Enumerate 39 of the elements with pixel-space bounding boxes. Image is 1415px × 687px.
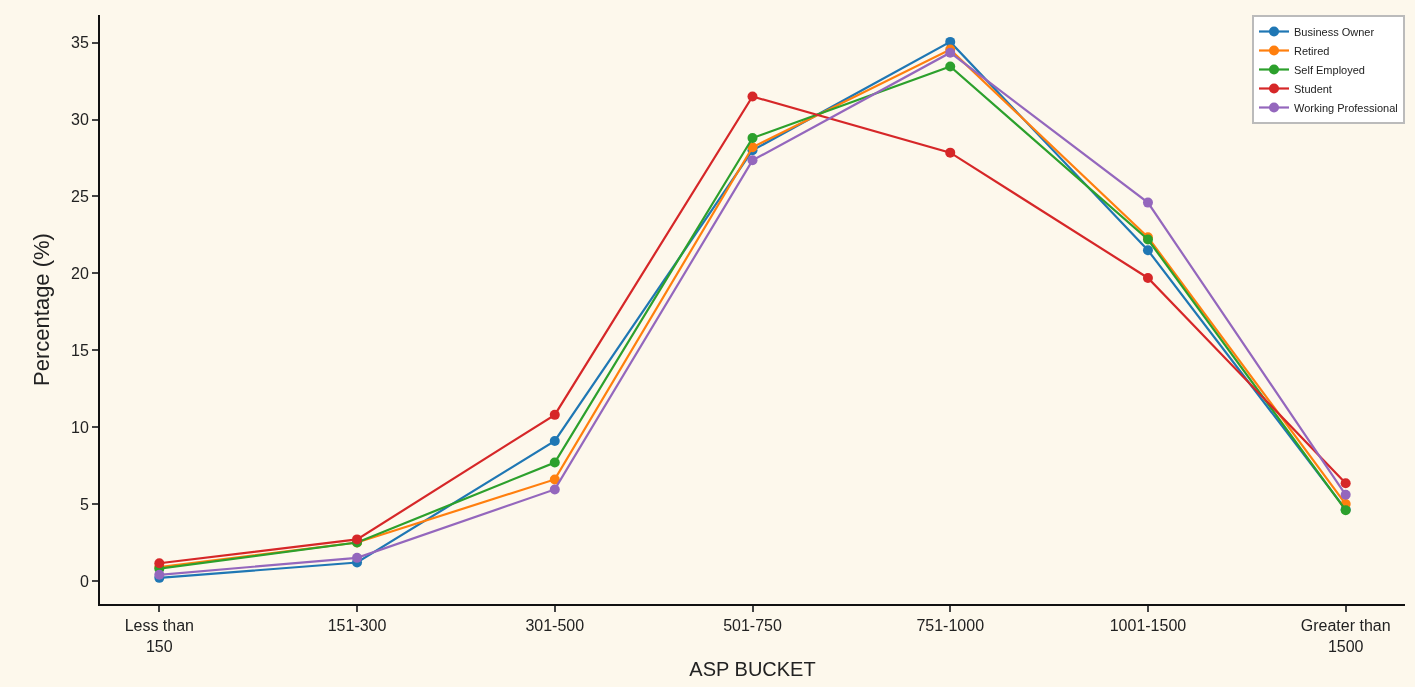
legend-label: Self Employed bbox=[1294, 63, 1365, 76]
y-tick-label: 5 bbox=[79, 495, 89, 513]
legend-label: Retired bbox=[1294, 44, 1330, 57]
y-axis-title: Percentage (%) bbox=[29, 233, 55, 386]
point bbox=[945, 61, 956, 72]
y-tick-label: 20 bbox=[71, 264, 89, 282]
point bbox=[1142, 197, 1153, 208]
x-tick-label: 301-500 bbox=[525, 617, 585, 635]
point bbox=[154, 558, 165, 569]
legend-label: Student bbox=[1294, 82, 1332, 95]
point bbox=[1340, 478, 1351, 489]
point bbox=[1340, 489, 1351, 500]
point bbox=[945, 147, 956, 158]
point bbox=[549, 435, 560, 446]
point bbox=[747, 91, 758, 102]
x-tick-label: 151-300 bbox=[327, 617, 387, 635]
point bbox=[1142, 272, 1153, 283]
x-tick-label: 501-750 bbox=[723, 617, 782, 635]
legend-label: Working Professional bbox=[1294, 101, 1398, 114]
y-tick-label: 25 bbox=[71, 188, 89, 206]
y-tick-label: 10 bbox=[71, 418, 89, 436]
point bbox=[747, 155, 758, 166]
point bbox=[549, 409, 560, 420]
point bbox=[549, 474, 560, 485]
y-tick-label: 15 bbox=[71, 341, 89, 359]
y-tick-label: 35 bbox=[71, 34, 89, 52]
x-tick-label: Greater than 1500 bbox=[1300, 617, 1391, 655]
y-tick-label: 0 bbox=[79, 572, 89, 590]
point bbox=[549, 484, 560, 495]
point bbox=[1142, 245, 1153, 256]
x-tick-label: 1001-1500 bbox=[1109, 617, 1187, 635]
x-axis-title: ASP BUCKET bbox=[689, 658, 816, 680]
point bbox=[747, 133, 758, 144]
legend-label: Business Owner bbox=[1294, 25, 1375, 38]
x-tick-label: 751-1000 bbox=[916, 617, 985, 635]
x-tick-label: Less than 150 bbox=[124, 617, 195, 655]
y-tick-label: 30 bbox=[71, 111, 89, 129]
point bbox=[549, 457, 560, 468]
point bbox=[352, 552, 363, 563]
